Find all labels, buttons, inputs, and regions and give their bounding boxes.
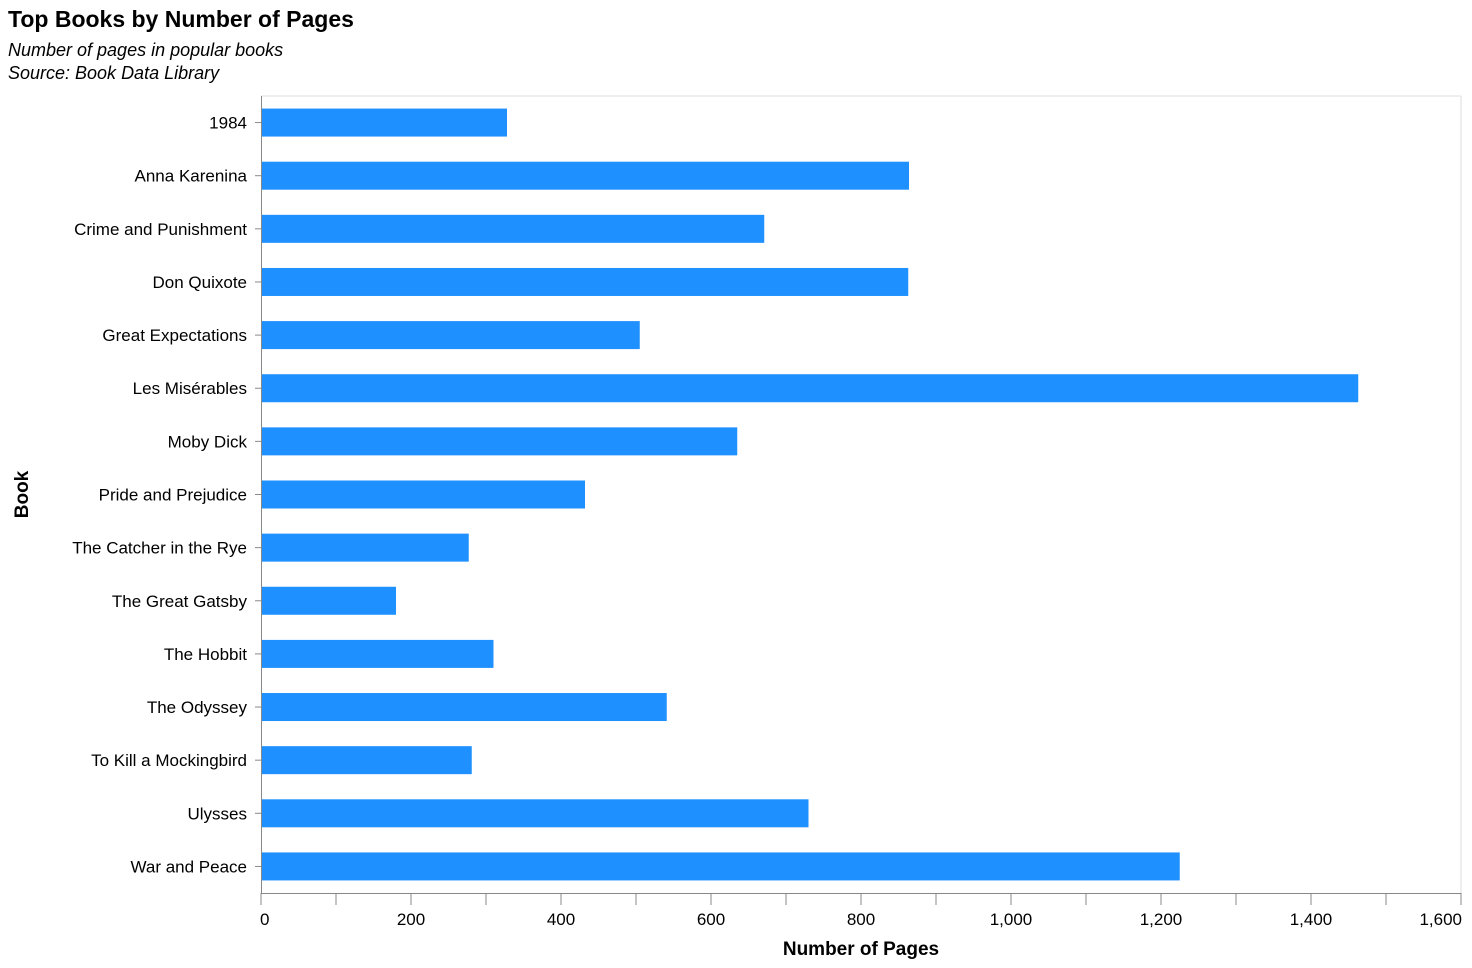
x-tick-label: 800 bbox=[847, 910, 875, 929]
bar bbox=[261, 693, 667, 722]
y-tick-label: The Hobbit bbox=[164, 645, 247, 664]
y-tick-label: To Kill a Mockingbird bbox=[91, 751, 247, 770]
chart-subtitle-line-2: Source: Book Data Library bbox=[8, 63, 220, 83]
x-axis: 0 200 400 600 800 1,000 1,200 1,400 1,600 bbox=[260, 893, 1462, 929]
y-tick-label: Anna Karenina bbox=[135, 167, 248, 186]
x-tick-label: 1,400 bbox=[1290, 910, 1333, 929]
y-tick-label: The Catcher in the Rye bbox=[72, 539, 247, 558]
bar bbox=[261, 639, 494, 668]
bar bbox=[261, 321, 640, 350]
y-tick-label: Moby Dick bbox=[168, 432, 248, 451]
y-tick-label: The Odyssey bbox=[147, 698, 248, 717]
bar bbox=[261, 427, 738, 456]
y-tick-label: Ulysses bbox=[187, 804, 247, 823]
bars-group bbox=[261, 108, 1359, 881]
y-tick-label: Don Quixote bbox=[153, 273, 248, 292]
y-tick-label: The Great Gatsby bbox=[112, 592, 248, 611]
bar bbox=[261, 852, 1180, 881]
bar bbox=[261, 374, 1359, 403]
bar bbox=[261, 267, 909, 296]
chart-title: Top Books by Number of Pages bbox=[8, 6, 354, 32]
x-axis-title: Number of Pages bbox=[783, 939, 939, 960]
bar bbox=[261, 586, 396, 615]
y-tick-label: Les Misérables bbox=[133, 379, 247, 398]
bar bbox=[261, 108, 507, 137]
plot-frame bbox=[261, 95, 1462, 893]
x-tick-label: 0 bbox=[260, 910, 269, 929]
bar bbox=[261, 533, 469, 562]
y-tick-label: War and Peace bbox=[130, 857, 247, 876]
x-tick-label: 1,600 bbox=[1419, 910, 1462, 929]
y-tick-label: 1984 bbox=[209, 114, 247, 133]
x-tick-label: 1,200 bbox=[1140, 910, 1183, 929]
y-axis-title: Book bbox=[12, 470, 33, 518]
x-tick-label: 1,000 bbox=[990, 910, 1033, 929]
bar bbox=[261, 214, 765, 243]
x-tick-label: 400 bbox=[547, 910, 575, 929]
y-tick-label: Crime and Punishment bbox=[74, 220, 247, 239]
y-tick-label: Pride and Prejudice bbox=[99, 486, 247, 505]
bar bbox=[261, 746, 472, 775]
y-tick-label: Great Expectations bbox=[102, 326, 247, 345]
x-tick-label: 600 bbox=[697, 910, 725, 929]
bar bbox=[261, 480, 585, 509]
chart-subtitle-line-1: Number of pages in popular books bbox=[8, 40, 284, 60]
bar bbox=[261, 799, 809, 828]
y-axis: 1984 Anna Karenina Crime and Punishment Don… bbox=[72, 96, 262, 893]
bar bbox=[261, 161, 909, 190]
x-tick-label: 200 bbox=[397, 910, 425, 929]
